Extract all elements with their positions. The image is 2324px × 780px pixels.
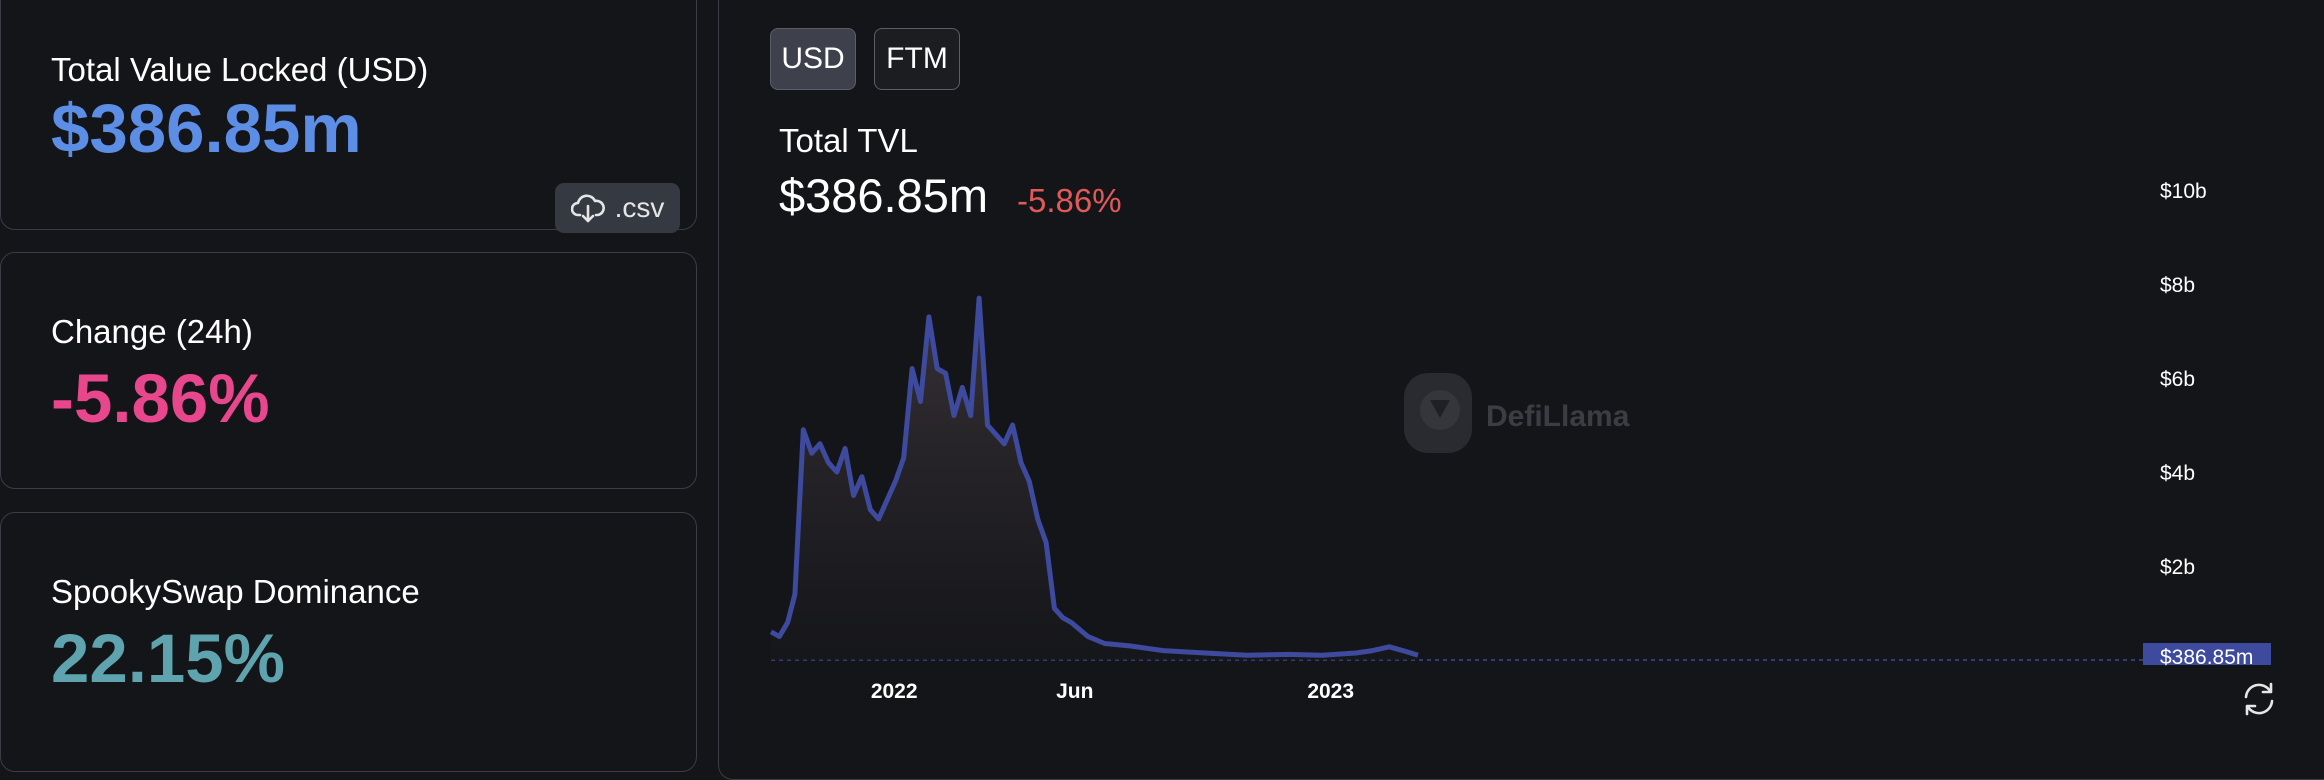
dominance-label: SpookySwap Dominance bbox=[51, 573, 420, 610]
tvl-value: $386.85m bbox=[51, 90, 362, 167]
currency-usd-button[interactable]: USD bbox=[770, 28, 856, 90]
dominance-card: SpookySwap Dominance 22.15% bbox=[0, 512, 697, 772]
change-value: -5.86% bbox=[51, 360, 270, 437]
defillama-watermark: DefiLlama bbox=[1404, 373, 1630, 453]
y-tick-label: $6b bbox=[2160, 368, 2195, 391]
refresh-icon bbox=[2244, 682, 2274, 716]
watermark-text: DefiLlama bbox=[1486, 400, 1630, 433]
y-tick-label: $2b bbox=[2160, 556, 2195, 579]
series-line-0 bbox=[769, 295, 1419, 658]
y-tick-label: $8b bbox=[2160, 274, 2195, 297]
change-card: Change (24h) -5.86% bbox=[0, 252, 697, 489]
dominance-value: 22.15% bbox=[51, 620, 286, 697]
chart-title: Total TVL bbox=[779, 122, 918, 159]
tvl-label: Total Value Locked (USD) bbox=[51, 51, 429, 88]
llama-logo-icon bbox=[1404, 373, 1472, 453]
x-tick-label: 2022 bbox=[871, 680, 918, 703]
y-tick-label: $4b bbox=[2160, 462, 2195, 485]
series-area-0 bbox=[771, 298, 1418, 660]
current-value-label: $386.85m bbox=[2160, 646, 2253, 669]
x-tick-label: 2023 bbox=[1307, 680, 1354, 703]
change-label: Change (24h) bbox=[51, 313, 253, 350]
x-tick-label: Jun bbox=[1056, 680, 1093, 703]
chart-total-value: $386.85m bbox=[779, 169, 989, 222]
current-value-tag: $386.85m bbox=[2143, 643, 2271, 669]
y-tick-label: $10b bbox=[2160, 180, 2207, 203]
tvl-card: Total Value Locked (USD) $386.85m bbox=[0, 0, 697, 230]
chart-change-value: -5.86% bbox=[1017, 182, 1122, 219]
cloud-download-icon bbox=[570, 194, 605, 223]
tvl-chart: DefiLlama $10b $8b $6b $4b $2b 2022 Jun 2023 $3… bbox=[769, 180, 2271, 703]
refresh-button[interactable] bbox=[2240, 680, 2278, 718]
csv-label: .csv bbox=[614, 192, 665, 223]
download-csv-button[interactable]: .csv bbox=[555, 183, 680, 233]
currency-ftm-button[interactable]: FTM bbox=[874, 28, 960, 90]
